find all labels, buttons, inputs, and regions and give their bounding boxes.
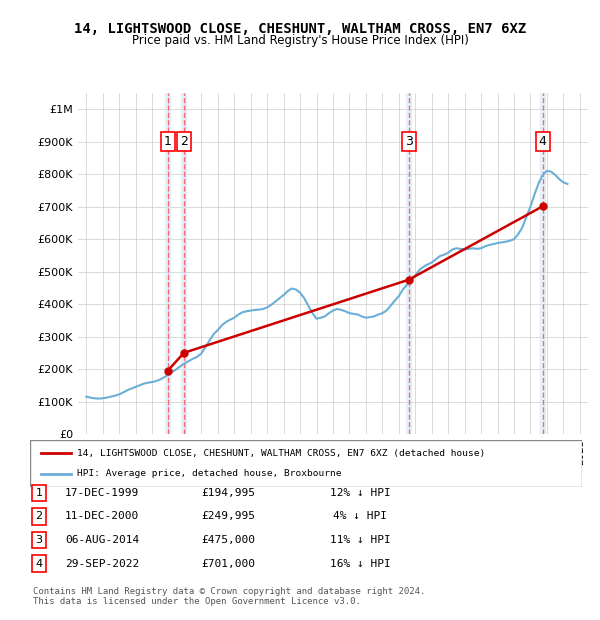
Bar [540, 93, 545, 434]
Text: £475,000: £475,000 [201, 535, 255, 545]
Text: Contains HM Land Registry data © Crown copyright and database right 2024.
This d: Contains HM Land Registry data © Crown c… [33, 587, 425, 606]
Bar [181, 93, 187, 434]
Text: 4% ↓ HPI: 4% ↓ HPI [333, 512, 387, 521]
Text: 1: 1 [164, 135, 172, 148]
Text: 1: 1 [35, 488, 43, 498]
Text: 17-DEC-1999: 17-DEC-1999 [65, 488, 139, 498]
Text: HPI: Average price, detached house, Broxbourne: HPI: Average price, detached house, Brox… [77, 469, 341, 478]
Text: 14, LIGHTSWOOD CLOSE, CHESHUNT, WALTHAM CROSS, EN7 6XZ: 14, LIGHTSWOOD CLOSE, CHESHUNT, WALTHAM … [74, 22, 526, 36]
Text: 12% ↓ HPI: 12% ↓ HPI [329, 488, 391, 498]
Text: £701,000: £701,000 [201, 559, 255, 569]
Text: 4: 4 [35, 559, 43, 569]
Text: 3: 3 [405, 135, 413, 148]
Text: Price paid vs. HM Land Registry's House Price Index (HPI): Price paid vs. HM Land Registry's House … [131, 34, 469, 47]
Text: 16% ↓ HPI: 16% ↓ HPI [329, 559, 391, 569]
Text: 14, LIGHTSWOOD CLOSE, CHESHUNT, WALTHAM CROSS, EN7 6XZ (detached house): 14, LIGHTSWOOD CLOSE, CHESHUNT, WALTHAM … [77, 449, 485, 458]
Text: 2: 2 [180, 135, 188, 148]
Text: 11-DEC-2000: 11-DEC-2000 [65, 512, 139, 521]
Text: 11% ↓ HPI: 11% ↓ HPI [329, 535, 391, 545]
Text: 29-SEP-2022: 29-SEP-2022 [65, 559, 139, 569]
Bar [166, 93, 170, 434]
Text: 3: 3 [35, 535, 43, 545]
Bar [406, 93, 411, 434]
Text: 06-AUG-2014: 06-AUG-2014 [65, 535, 139, 545]
FancyBboxPatch shape [30, 440, 582, 487]
Text: £194,995: £194,995 [201, 488, 255, 498]
Text: 4: 4 [539, 135, 547, 148]
Text: 2: 2 [35, 512, 43, 521]
Text: £249,995: £249,995 [201, 512, 255, 521]
